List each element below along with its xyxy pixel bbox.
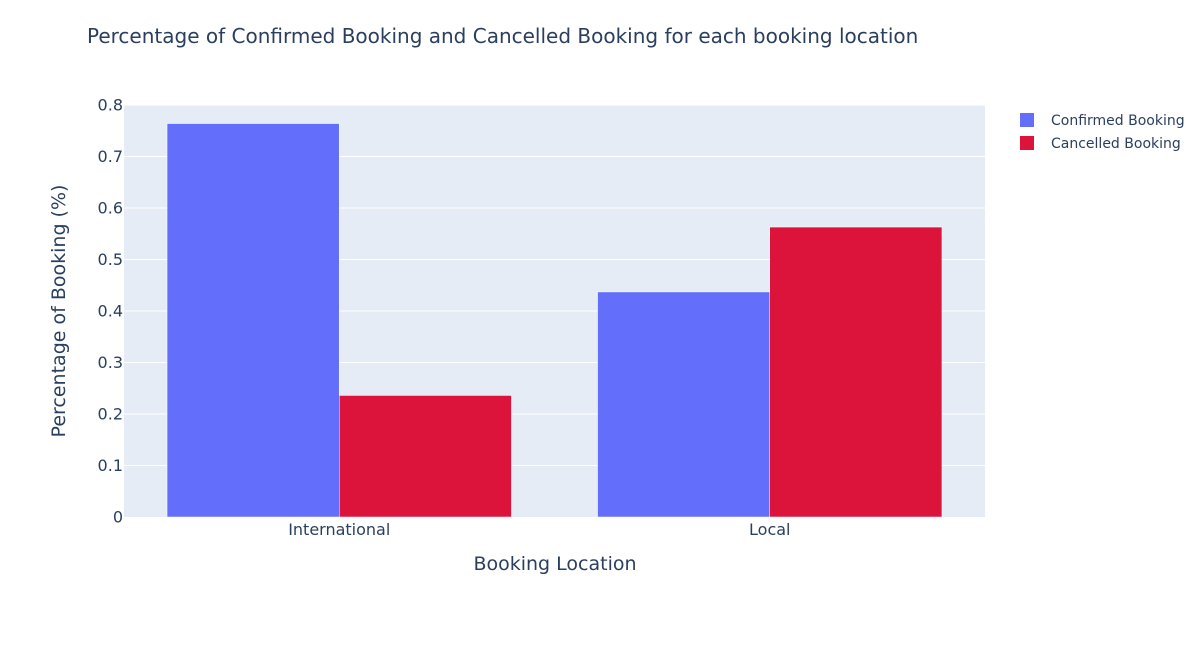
y-tick-label: 0.5: [98, 250, 123, 269]
x-tick-label: Local: [749, 520, 790, 539]
y-tick-label: 0.1: [98, 456, 123, 475]
legend: Confirmed Booking Cancelled Booking: [1020, 113, 1185, 152]
chart-title: Percentage of Confirmed Booking and Canc…: [87, 24, 918, 48]
legend-label: Cancelled Booking: [1051, 136, 1181, 152]
y-tick-label: 0.3: [98, 353, 123, 372]
bar-confirmed-booking-local: [597, 291, 770, 518]
bars: [166, 123, 943, 518]
y-tick-label: 0.7: [98, 147, 123, 166]
y-axis-ticks: 0 0.1 0.2 0.3 0.4 0.5 0.6 0.7 0.8: [98, 96, 123, 527]
y-tick-label: 0.8: [98, 96, 123, 115]
bar-cancelled-booking-local: [769, 226, 943, 518]
y-tick-label: 0.2: [98, 405, 123, 424]
bar-confirmed-booking-international: [166, 123, 340, 518]
x-tick-label: International: [288, 520, 390, 539]
x-axis-title: Booking Location: [473, 553, 636, 575]
bar-cancelled-booking-international: [339, 395, 512, 518]
legend-label: Confirmed Booking: [1051, 113, 1185, 129]
legend-swatch: [1020, 113, 1034, 127]
y-tick-label: 0: [113, 508, 123, 527]
legend-swatch: [1020, 136, 1034, 150]
y-tick-label: 0.4: [98, 302, 123, 321]
y-tick-label: 0.6: [98, 199, 123, 218]
y-axis-title: Percentage of Booking (%): [48, 185, 70, 438]
x-axis-ticks: International Local: [288, 520, 790, 539]
